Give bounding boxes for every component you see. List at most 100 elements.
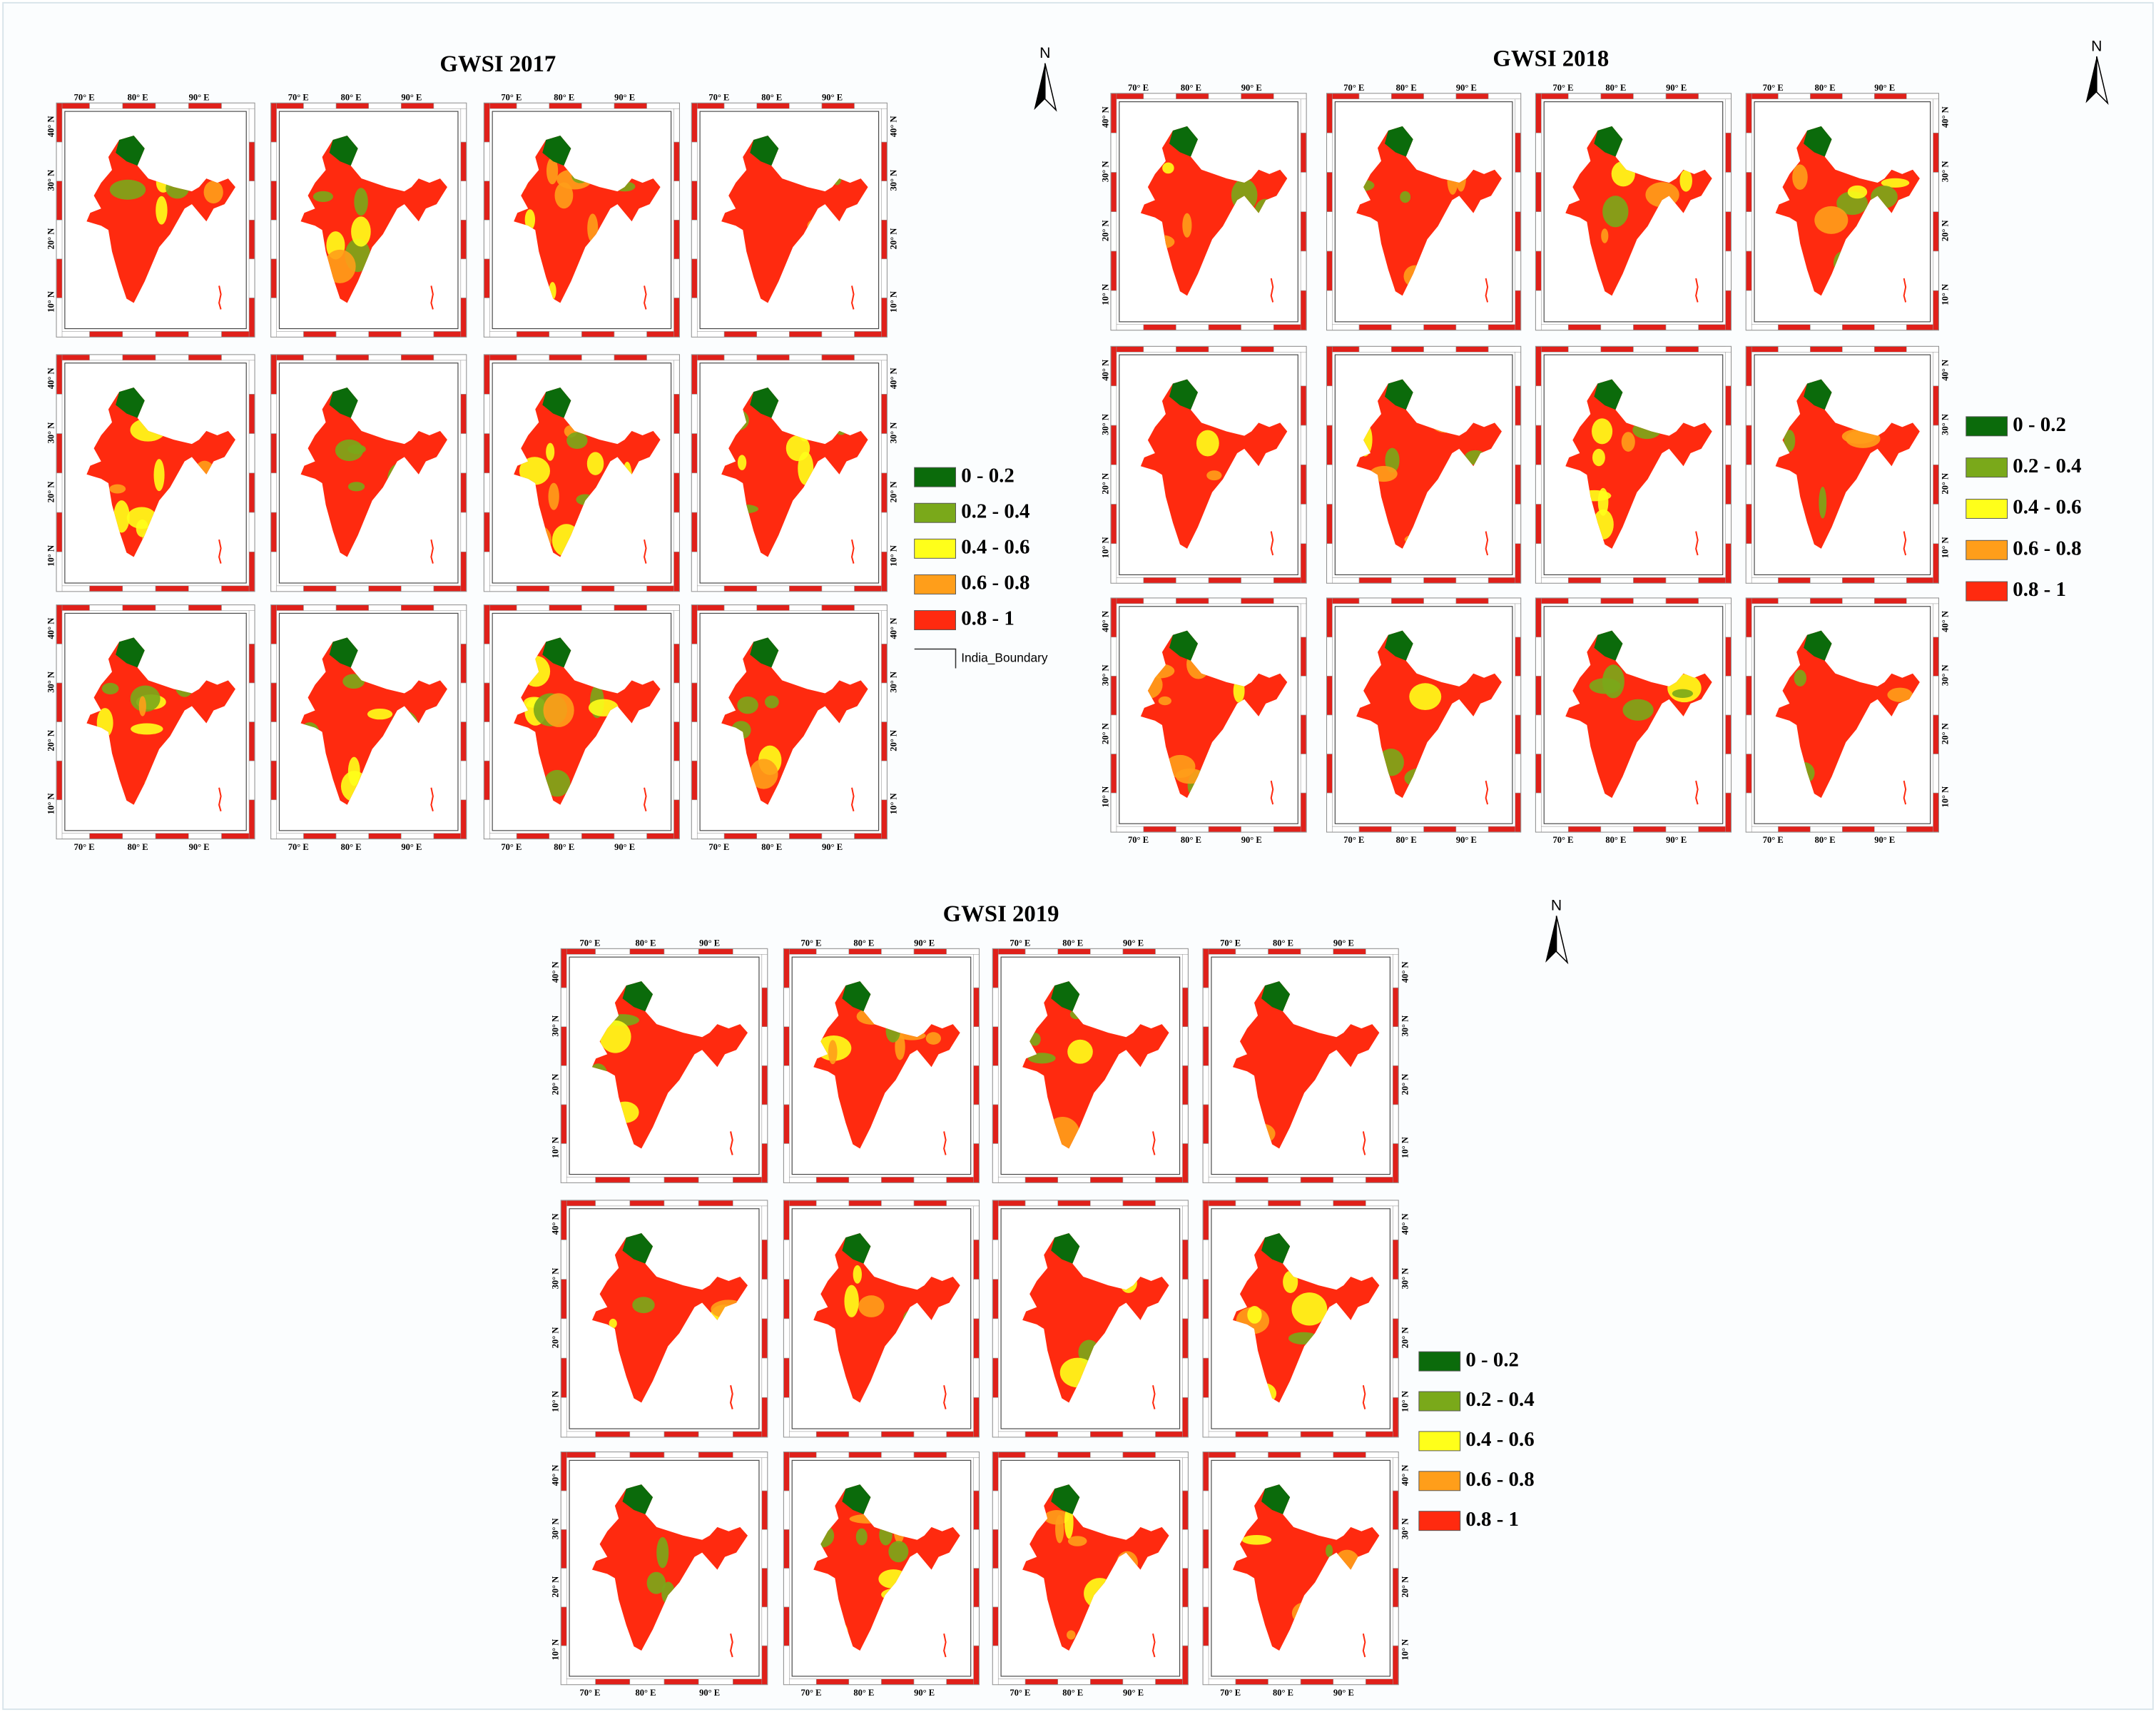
legend-label: 0.6 - 0.8 [2013,537,2081,559]
neatline [1874,325,1906,330]
neatline [1933,637,1939,677]
neatline [461,355,467,394]
neatline [993,1280,999,1319]
neatline [1327,715,1333,754]
stress-patch [1814,206,1848,234]
map-title: GWSI 2019 [943,901,1059,927]
neatline [673,103,679,143]
neatline [249,142,255,181]
lat-label: 40° N [1941,360,1951,381]
neatline [1726,212,1732,251]
neatline [1182,1027,1188,1066]
stress-patch [1819,487,1826,519]
map-panel [1746,93,1938,330]
neatline [855,605,888,611]
neatline [549,355,582,360]
north-label: N [1039,45,1050,61]
lat-label: 40° N [551,961,561,983]
lat-label: 20° N [1100,473,1110,495]
neatline [1874,93,1906,99]
neatline [1933,347,1939,386]
neatline [249,683,255,722]
lat-label: 40° N [551,1465,561,1486]
lon-label: 90° E [1123,1688,1144,1698]
neatline [698,1452,733,1458]
neatline [1726,347,1732,386]
north-label: N [1551,898,1562,914]
neatline [1391,325,1423,330]
neatline [1301,290,1306,330]
lat-label: 10° N [1400,1639,1410,1661]
neatline [1333,1177,1366,1182]
map-panel [484,605,680,839]
neatline [762,1240,768,1279]
lon-label: 90° E [914,1688,935,1698]
neatline [1241,826,1274,832]
lon-label: 70° E [1128,83,1149,93]
neatline [822,355,855,360]
neatline [461,605,467,644]
lon-label: 80° E [1605,835,1626,845]
neatline [1536,133,1542,172]
neatline [762,1397,768,1437]
neatline [1301,1679,1333,1685]
stress-patch [110,180,146,200]
neatline [692,394,698,433]
lon-label: 70° E [1552,83,1573,93]
neatline [614,834,647,839]
lon-label: 70° E [1763,83,1784,93]
stress-patch [1679,170,1692,192]
lat-label: 10° N [46,545,56,567]
lon-label: 90° E [401,842,422,852]
neatline [1568,325,1601,330]
neatline [816,1679,849,1685]
neatline [561,1397,566,1437]
neatline [1568,826,1601,832]
neatline [673,142,679,181]
neatline [784,1280,790,1319]
legend-label: 0.2 - 0.4 [2013,455,2081,477]
neatline [1536,505,1542,544]
neatline [822,586,855,592]
neatline [596,1679,630,1685]
neatline [581,103,614,109]
neatline [1536,676,1542,715]
neatline [698,949,733,955]
neatline [1111,676,1117,715]
neatline [549,331,582,337]
neatline [1699,347,1732,353]
lon-label: 90° E [401,93,422,103]
neatline [1778,598,1810,604]
map-panel [784,1452,980,1685]
lat-label: 40° N [1100,360,1110,381]
lat-label: 40° N [1100,611,1110,632]
neatline [484,644,490,683]
neatline [90,834,123,839]
neatline [336,586,369,592]
neatline [1327,505,1333,544]
neatline [1842,347,1874,353]
neatline [1241,577,1274,583]
neatline [1025,949,1058,955]
lat-label: 20° N [1400,1576,1410,1598]
neatline [156,355,188,360]
neatline [56,103,62,143]
legend-swatch [1419,1511,1460,1531]
neatline [1488,598,1520,604]
neatline [596,949,630,955]
neatline [484,473,490,512]
neatline [1209,598,1241,604]
stress-patch [1592,418,1612,444]
neatline [993,1397,999,1437]
neatline [1203,1280,1209,1319]
neatline [1203,1200,1209,1240]
stress-patch [765,696,779,709]
legend-label: 0.8 - 1 [2013,578,2066,601]
neatline [561,1280,566,1319]
neatline [1359,577,1391,583]
neatline [822,331,855,337]
neatline [1058,1432,1091,1437]
neatline [1359,826,1391,832]
neatline [461,434,467,473]
lon-label: 80° E [1273,938,1293,948]
